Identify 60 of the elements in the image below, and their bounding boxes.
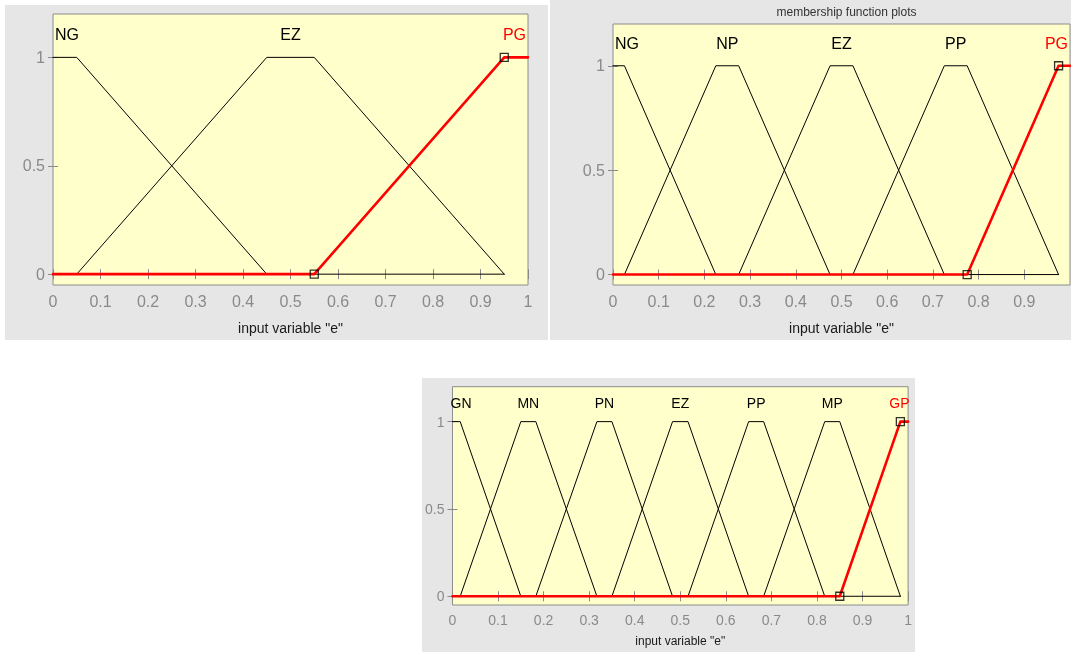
series-label: EZ <box>831 34 852 52</box>
x-tick-label: 0.9 <box>852 612 873 628</box>
x-tick-label: 1 <box>904 612 913 628</box>
y-tick-label: 0.5 <box>22 157 46 175</box>
x-tick-label: 0.5 <box>279 292 302 310</box>
series-label: PG <box>502 25 527 43</box>
series-label: PG <box>1044 34 1069 52</box>
x-tick-label: 1 <box>523 292 533 310</box>
x-tick-label: 0.6 <box>326 292 350 310</box>
x-tick-label: 0.4 <box>784 292 808 310</box>
x-tick-label: 0.9 <box>1013 292 1036 310</box>
y-tick-label: 1 <box>36 48 46 66</box>
x-tick-label: 0.8 <box>967 292 990 310</box>
series-label: NG <box>55 25 79 43</box>
x-tick-label: 0.7 <box>374 292 397 310</box>
series-label: GN <box>450 394 472 411</box>
y-tick-label: 0.5 <box>582 161 606 179</box>
x-axis-title: input variable "e" <box>238 320 343 336</box>
x-axis-title: input variable "e" <box>789 320 894 336</box>
y-tick-label: 1 <box>436 413 445 430</box>
x-tick-label: 0.7 <box>921 292 945 310</box>
x-tick-label: 0.1 <box>488 612 508 628</box>
series-label: NG <box>615 34 639 52</box>
x-tick-label: 0.5 <box>670 612 691 628</box>
y-tick-label: 0.5 <box>424 500 445 517</box>
x-tick-label: 0.4 <box>624 612 645 628</box>
x-tick-label: 0.7 <box>761 612 782 628</box>
x-tick-label: 0.4 <box>231 292 255 310</box>
x-tick-label: 0.8 <box>421 292 445 310</box>
x-tick-label: 0.1 <box>89 292 112 310</box>
series-label: MN <box>517 394 540 411</box>
x-tick-label: 0 <box>608 292 618 310</box>
series-label: MP <box>821 394 843 411</box>
x-tick-label: 0.6 <box>716 612 736 628</box>
x-tick-label: 0.2 <box>533 612 554 628</box>
x-tick-label: 0.3 <box>738 292 762 310</box>
x-tick-label: 0.3 <box>579 612 600 628</box>
x-tick-label: 0.9 <box>469 292 492 310</box>
series-label: NP <box>716 34 739 52</box>
y-tick-label: 0 <box>436 588 445 605</box>
y-tick-label: 0 <box>596 266 606 284</box>
x-tick-label: 0.3 <box>184 292 207 310</box>
x-tick-label: 0.5 <box>830 292 853 310</box>
x-tick-label: 0.2 <box>136 292 160 310</box>
series-label: PP <box>746 394 766 411</box>
x-tick-label: 0 <box>48 292 58 310</box>
x-axis-title: input variable "e" <box>635 634 726 648</box>
x-tick-label: 0.8 <box>807 612 827 628</box>
x-tick-label: 0 <box>448 612 457 628</box>
series-label: PN <box>594 394 615 411</box>
chart-title: membership function plots <box>776 5 917 19</box>
series-label: GP <box>889 394 910 411</box>
x-tick-label: 0.1 <box>647 292 670 310</box>
series-label: EZ <box>671 394 690 411</box>
y-tick-label: 0 <box>36 265 46 283</box>
series-label: EZ <box>280 25 301 43</box>
x-tick-label: 0.2 <box>693 292 716 310</box>
series-label: PP <box>945 34 967 52</box>
x-tick-label: 0.6 <box>876 292 899 310</box>
y-tick-label: 1 <box>596 57 606 75</box>
